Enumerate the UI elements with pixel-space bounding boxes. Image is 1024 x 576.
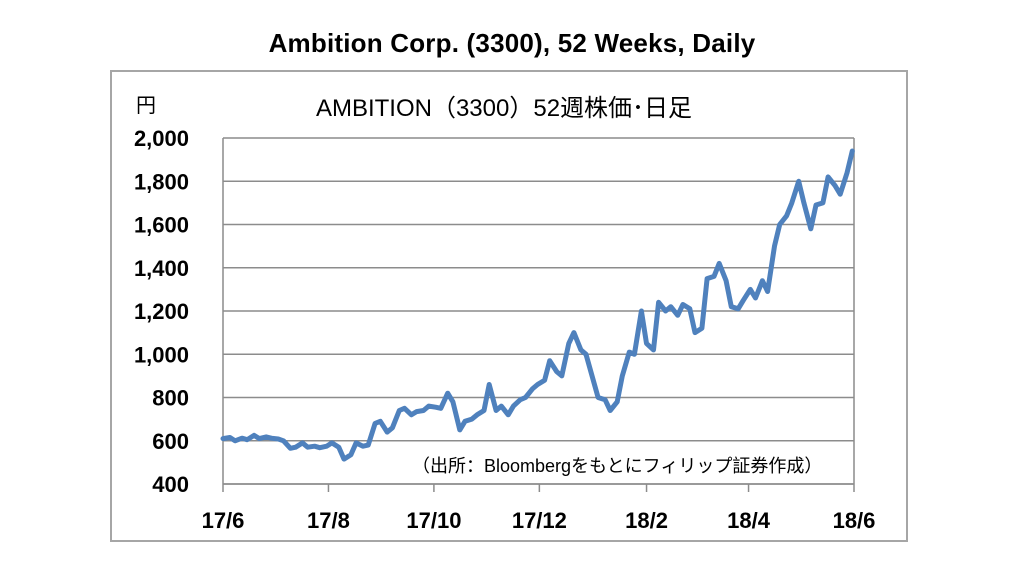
chart-frame: 2,000 1,800 1,600 1,400 1,200 1,000 800 600 400 … [110,70,908,542]
inner-chart-title: AMBITION（3300）52週株価･日足 [316,95,692,122]
y-axis-ticks: 2,000 1,800 1,600 1,400 1,200 1,000 800 600 400 [134,126,189,497]
x-axis-ticks: 17/6 17/8 17/10 17/12 18/2 18/4 18/6 [202,484,876,533]
y-tick-label: 2,000 [134,126,189,151]
x-tick-label: 18/4 [727,508,771,533]
series-line-group [220,148,855,462]
x-tick-label: 18/6 [833,508,876,533]
source-note: （出所：Bloombergをもとにフィリップ証券作成） [412,456,822,476]
x-tick-label: 18/2 [625,508,668,533]
y-tick-label: 1,400 [134,256,189,281]
price-series-line [220,148,855,462]
y-tick-label: 1,800 [134,169,189,194]
chart-plot: 2,0001,8001,6001,4001,2001,000800600400 … [134,95,876,533]
y-tick-label: 400 [152,472,189,497]
x-tick-label: 17/12 [512,508,567,533]
x-tick-label: 17/8 [307,508,350,533]
chart-title: Ambition Corp. (3300), 52 Weeks, Daily [268,28,756,58]
x-tick-label: 17/6 [202,508,245,533]
y-tick-label: 1,200 [134,299,189,324]
y-tick-label: 800 [152,386,189,411]
axes [222,138,855,485]
y-tick-label: 1,600 [134,213,189,238]
gridlines [223,137,854,485]
y-tick-label: 600 [152,429,189,454]
y-tick-label: 1,000 [134,342,189,367]
x-tick-label: 17/10 [406,508,461,533]
y-unit-label: 円 [136,95,156,117]
